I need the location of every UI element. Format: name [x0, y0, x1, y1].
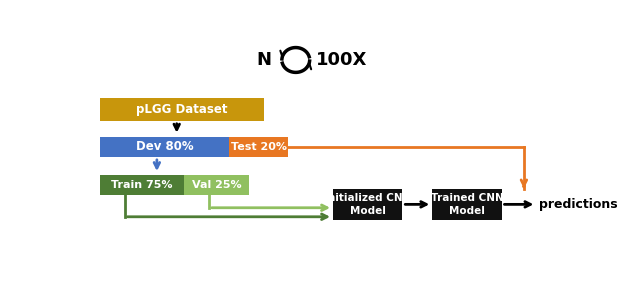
Text: Train 75%: Train 75%: [111, 180, 173, 190]
Text: Dev 80%: Dev 80%: [136, 140, 193, 153]
Text: Trained CNN
Model: Trained CNN Model: [431, 193, 503, 216]
FancyBboxPatch shape: [333, 189, 403, 220]
Text: 100X: 100X: [316, 51, 367, 69]
Text: Val 25%: Val 25%: [191, 180, 241, 190]
Text: Test 20%: Test 20%: [230, 142, 287, 152]
Text: predictions: predictions: [539, 198, 618, 211]
FancyBboxPatch shape: [229, 137, 288, 157]
FancyBboxPatch shape: [100, 137, 229, 157]
FancyBboxPatch shape: [100, 175, 184, 195]
FancyBboxPatch shape: [100, 98, 264, 121]
Text: N: N: [256, 51, 271, 69]
Text: pLGG Dataset: pLGG Dataset: [136, 103, 227, 116]
FancyBboxPatch shape: [432, 189, 502, 220]
FancyBboxPatch shape: [184, 175, 248, 195]
Text: Initialized CNN
Model: Initialized CNN Model: [324, 193, 412, 216]
